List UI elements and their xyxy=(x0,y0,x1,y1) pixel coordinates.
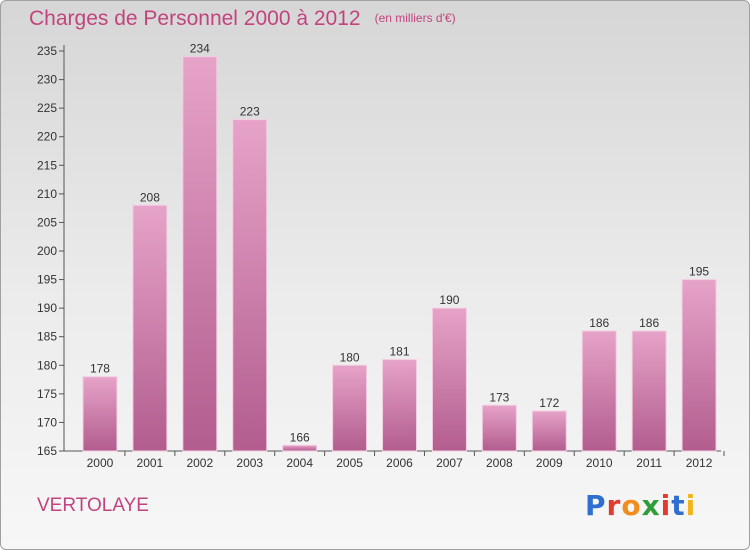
bar xyxy=(182,56,218,452)
logo-letter: P xyxy=(585,489,607,522)
bar xyxy=(631,330,667,452)
y-tick-label: 215 xyxy=(37,158,57,172)
bar-value-label: 186 xyxy=(589,316,609,330)
logo-letter: r xyxy=(606,489,622,522)
chart-title: Charges de Personnel 2000 à 2012 (en mill… xyxy=(29,7,456,31)
x-tick-label: 2011 xyxy=(636,456,662,470)
y-tick-label: 185 xyxy=(37,330,57,344)
bar-value-label: 172 xyxy=(539,396,559,410)
y-tick-label: 195 xyxy=(37,273,57,287)
bar-value-label: 178 xyxy=(90,362,110,376)
chart-bars xyxy=(82,56,717,452)
logo-letter: i xyxy=(685,489,697,522)
bar-value-label: 186 xyxy=(639,316,659,330)
commune-name: VERTOLAYE xyxy=(37,495,149,516)
logo-letter: t xyxy=(671,489,686,522)
y-tick-label: 205 xyxy=(37,215,57,229)
bar xyxy=(82,376,118,452)
y-tick-label: 225 xyxy=(37,101,57,115)
y-tick-label: 235 xyxy=(37,44,57,58)
bar-value-label: 223 xyxy=(240,105,260,119)
x-tick-label: 2006 xyxy=(386,456,413,470)
y-tick-label: 200 xyxy=(37,244,57,258)
x-tick-label: 2005 xyxy=(336,456,363,470)
x-tick-label: 2007 xyxy=(436,456,463,470)
x-tick-label: 2002 xyxy=(186,456,213,470)
bar xyxy=(132,204,168,452)
y-tick-label: 190 xyxy=(37,301,57,315)
bar xyxy=(531,410,567,452)
bar xyxy=(581,330,617,452)
chart-subtitle: (en milliers d'€) xyxy=(374,11,456,25)
bar-value-label: 173 xyxy=(489,390,509,404)
x-tick-label: 2010 xyxy=(586,456,613,470)
y-tick-label: 230 xyxy=(37,73,57,87)
x-tick-label: 2012 xyxy=(686,456,713,470)
x-tick-label: 2001 xyxy=(137,456,164,470)
logo-letter: x xyxy=(641,489,661,522)
y-tick-label: 210 xyxy=(37,187,57,201)
y-tick-label: 220 xyxy=(37,130,57,144)
x-tick-label: 2004 xyxy=(286,456,313,470)
bar-value-label: 181 xyxy=(389,345,409,359)
chart-title-text: Charges de Personnel 2000 à 2012 xyxy=(29,7,361,30)
x-tick-label: 2008 xyxy=(486,456,513,470)
x-tick-label: 2003 xyxy=(236,456,263,470)
logo-letter: o xyxy=(621,489,642,522)
logo-letter: i xyxy=(660,489,672,522)
x-tick-label: 2000 xyxy=(87,456,114,470)
bar xyxy=(481,404,517,452)
bar-value-label: 190 xyxy=(439,293,459,307)
bar xyxy=(382,359,417,452)
bar xyxy=(332,364,368,452)
proxiti-logo: Proxiti xyxy=(585,489,696,522)
bar-value-label: 208 xyxy=(140,190,160,204)
y-tick-label: 170 xyxy=(37,415,57,429)
bar-value-label: 195 xyxy=(689,265,709,279)
y-tick-label: 165 xyxy=(37,444,57,458)
y-tick-label: 180 xyxy=(37,358,57,372)
bar-value-label: 180 xyxy=(340,350,360,364)
y-tick-label: 175 xyxy=(37,387,57,401)
bar-value-label: 234 xyxy=(190,42,210,56)
x-tick-label: 2009 xyxy=(536,456,563,470)
bar xyxy=(431,307,467,452)
bar-value-label: 166 xyxy=(290,430,310,444)
bar xyxy=(232,119,268,452)
bar xyxy=(282,444,318,452)
chart-labels: 178 2000 208 2001 234 2002 223 2003 166 2004 180 20… xyxy=(87,42,713,470)
bar xyxy=(681,279,717,452)
